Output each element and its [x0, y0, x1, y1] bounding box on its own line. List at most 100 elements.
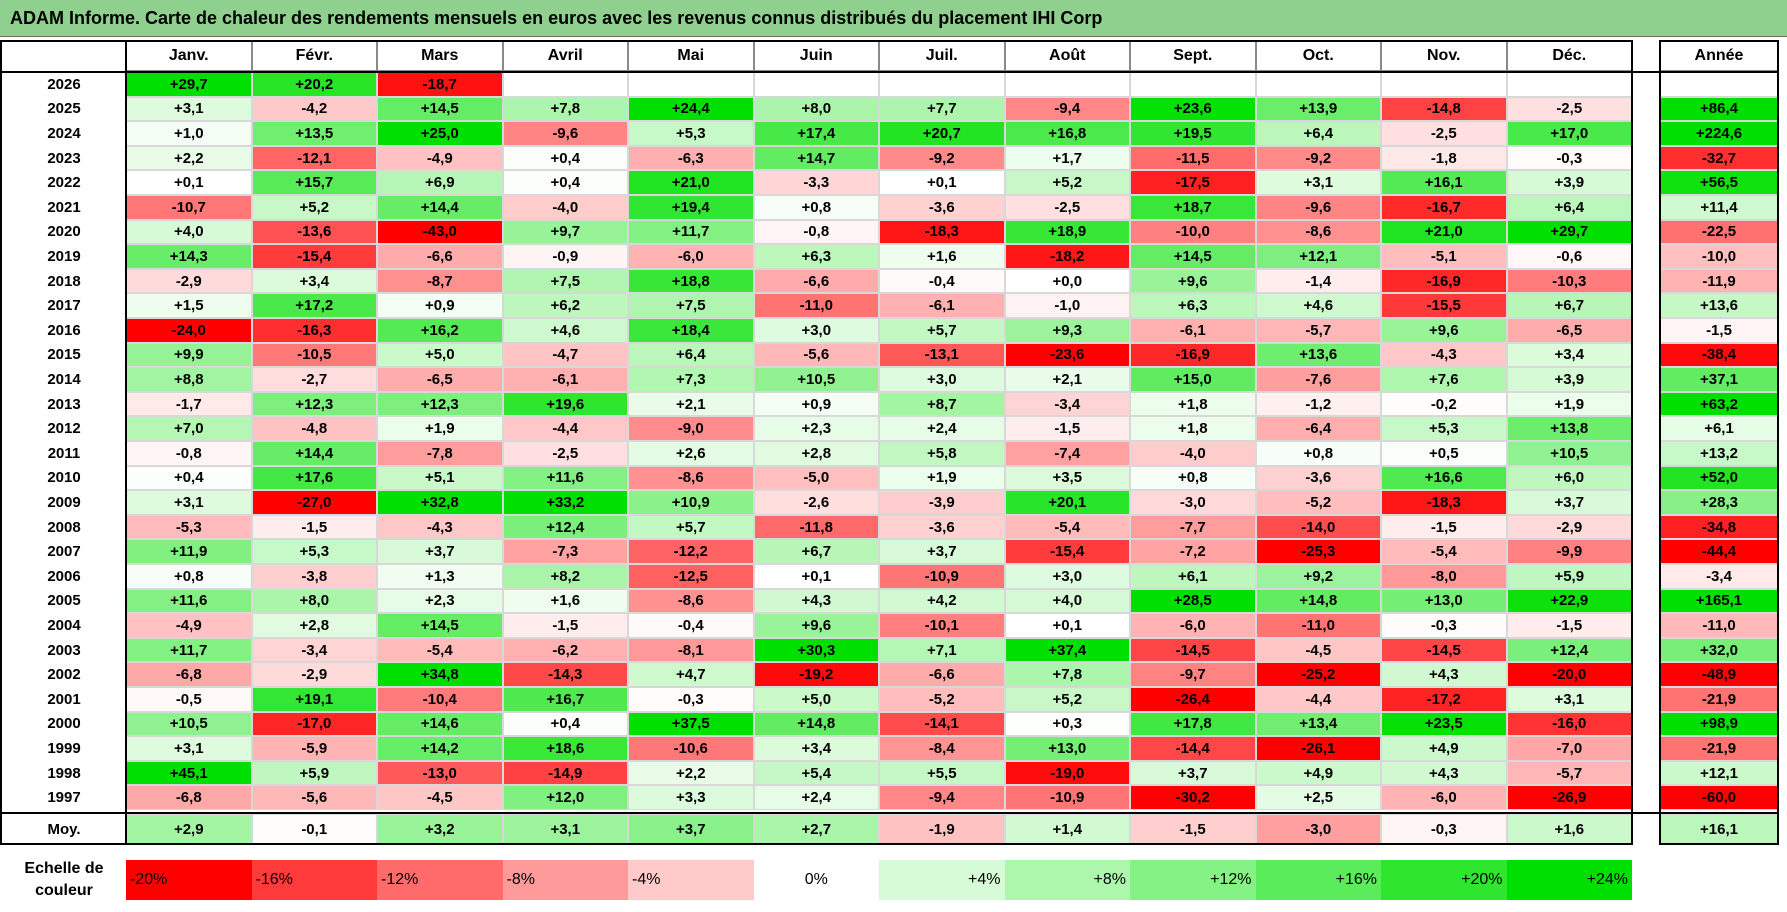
heatmap-cell: -0,2 [1381, 391, 1507, 417]
heatmap-cell: +0,1 [1004, 613, 1130, 638]
year-label: 2019 [47, 247, 81, 265]
heatmap-cell: +7,3 [628, 367, 754, 392]
heatmap-cell: +1,6 [879, 244, 1005, 269]
heatmap-cell: +8,8 [126, 367, 252, 392]
heatmap-cell: -10,4 [377, 687, 503, 712]
heatmap-cell: +3,4 [753, 736, 879, 761]
heatmap-cell: +19,1 [251, 687, 377, 712]
average-cell: -0,1 [251, 814, 377, 844]
heatmap-cell: -18,7 [377, 72, 503, 97]
heatmap-cell: +12,0 [502, 785, 628, 810]
heatmap-cell: -12,1 [251, 145, 377, 171]
heatmap-cell: -20,0 [1506, 662, 1632, 687]
month-header: Nov. [1381, 41, 1507, 71]
heatmap-cell: -26,1 [1255, 736, 1381, 761]
heatmap-cell: -3,6 [879, 514, 1005, 540]
month-header: Févr. [251, 41, 377, 71]
heatmap-cell: -9,4 [1004, 96, 1130, 122]
heatmap-cell: -4,3 [377, 514, 503, 540]
heatmap-cell: -1,5 [1004, 416, 1130, 441]
heatmap-cell: +4,6 [1255, 293, 1381, 318]
heatmap-cell: -9,2 [1255, 145, 1381, 171]
heatmap-cell: -5,2 [1255, 490, 1381, 515]
heatmap-cell: -1,4 [1255, 268, 1381, 294]
heatmap-cell [502, 72, 628, 97]
heatmap-cell: -6,8 [126, 662, 252, 687]
heatmap-cell: +1,5 [126, 293, 252, 318]
month-header: Déc. [1506, 41, 1632, 71]
heatmap-cell: -17,2 [1381, 687, 1507, 712]
heatmap-cell: +5,7 [879, 318, 1005, 343]
heatmap-cell: -9,2 [879, 145, 1005, 171]
heatmap-cell: +13,8 [1506, 416, 1632, 441]
heatmap-cell: +14,6 [377, 711, 503, 737]
heatmap-cell: -14,8 [1381, 96, 1507, 122]
heatmap-cell: -8,1 [628, 637, 754, 663]
heatmap-cell: +29,7 [126, 72, 252, 97]
year-label: 2005 [47, 592, 81, 610]
heatmap-cell: +18,4 [628, 318, 754, 343]
heatmap-cell: -4,0 [502, 195, 628, 220]
heatmap-cell: -5,4 [1381, 539, 1507, 564]
heatmap-cell: +3,1 [126, 96, 252, 122]
heatmap-cell: -16,7 [1381, 195, 1507, 220]
heatmap-cell: -12,2 [628, 539, 754, 564]
heatmap-cell: +16,6 [1381, 465, 1507, 491]
heatmap-cell: +18,6 [502, 736, 628, 761]
heatmap-cell: -27,0 [251, 490, 377, 515]
heatmap-cell: +17,2 [251, 293, 377, 318]
heatmap-cell: -9,7 [1130, 662, 1256, 687]
annual-return-cell: +32,0 [1660, 637, 1778, 663]
year-label: 2000 [47, 715, 81, 733]
heatmap-cell: -3,8 [251, 564, 377, 589]
average-cell: +1,4 [1004, 814, 1130, 844]
heatmap-cell: +4,7 [628, 662, 754, 687]
year-label: 2010 [47, 469, 81, 487]
heatmap-cell: -1,5 [251, 514, 377, 540]
average-row-label: Moy. [47, 820, 81, 838]
month-header: Mai [628, 41, 754, 71]
heatmap-cell: +0,4 [502, 170, 628, 195]
heatmap-cell: +20,2 [251, 72, 377, 97]
heatmap-cell: -5,4 [1004, 514, 1130, 540]
average-cell: -3,0 [1255, 814, 1381, 844]
annual-return-cell: -10,0 [1660, 244, 1778, 269]
heatmap-cell: +0,9 [753, 391, 879, 417]
heatmap-cell: -14,9 [502, 760, 628, 786]
annual-return-cell: +98,9 [1660, 711, 1778, 737]
heatmap-cell: +1,3 [377, 564, 503, 589]
heatmap-cell: -18,3 [1381, 490, 1507, 515]
heatmap-cell: -4,4 [502, 416, 628, 441]
heatmap-cell: +3,0 [753, 318, 879, 343]
heatmap-cell: +4,3 [753, 588, 879, 614]
heatmap-cell: -1,5 [1381, 514, 1507, 540]
heatmap-cell: -8,6 [628, 465, 754, 491]
annual-return-cell: +56,5 [1660, 170, 1778, 195]
annual-return-cell: +37,1 [1660, 367, 1778, 392]
average-cell: -1,5 [1130, 814, 1256, 844]
year-label: 2020 [47, 223, 81, 241]
heatmap-cell: -4,9 [126, 613, 252, 638]
heatmap-cell: -9,6 [1255, 195, 1381, 220]
annual-return-cell: -32,7 [1660, 145, 1778, 171]
heatmap-cell: -14,5 [1381, 637, 1507, 663]
heatmap-cell: +2,2 [126, 145, 252, 171]
heatmap-cell: +9,9 [126, 342, 252, 368]
heatmap-cell: +0,1 [879, 170, 1005, 195]
heatmap-cell: -7,7 [1130, 514, 1256, 540]
color-scale-swatch: +24% [1506, 860, 1632, 900]
heatmap-cell: +0,8 [126, 564, 252, 589]
average-cell: +2,7 [753, 814, 879, 844]
month-header: Mars [377, 41, 503, 71]
heatmap-cell: +9,7 [502, 219, 628, 245]
heatmap-cell: -15,5 [1381, 293, 1507, 318]
chart-title: ADAM Informe. Carte de chaleur des rende… [0, 0, 1787, 36]
heatmap-cell: +1,8 [1130, 416, 1256, 441]
heatmap-cell: +3,0 [879, 367, 1005, 392]
year-label: 2003 [47, 641, 81, 659]
heatmap-cell: +7,8 [502, 96, 628, 122]
heatmap-cell: +1,8 [1130, 391, 1256, 417]
heatmap-cell: +0,4 [502, 711, 628, 737]
heatmap-cell: -10,1 [879, 613, 1005, 638]
heatmap-cell: -30,2 [1130, 785, 1256, 810]
